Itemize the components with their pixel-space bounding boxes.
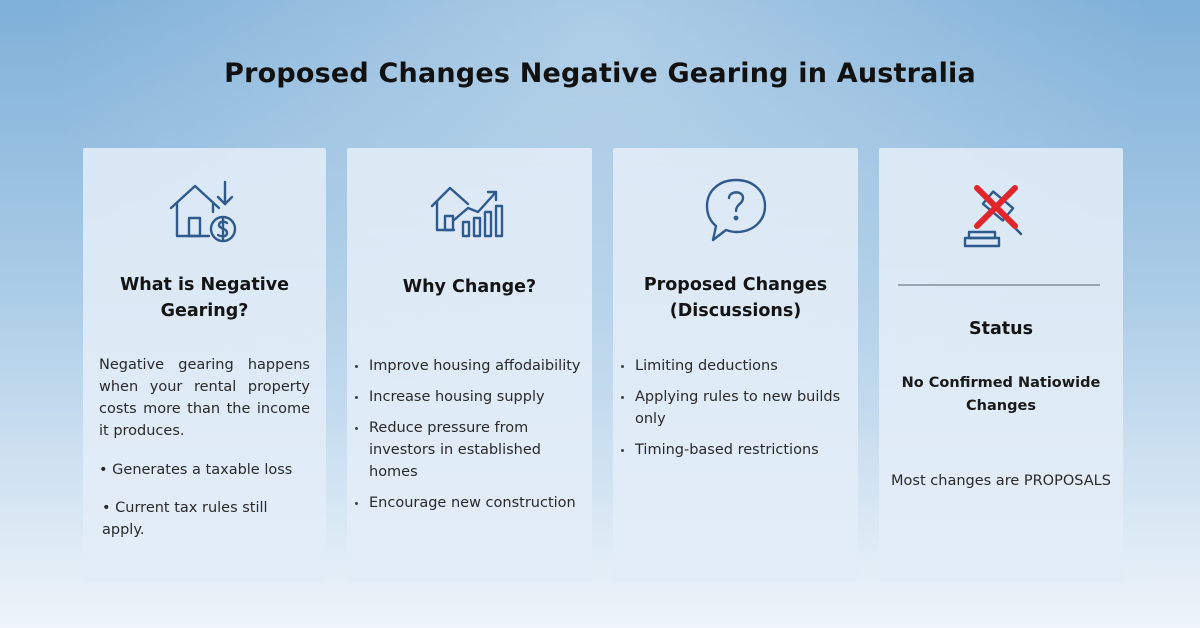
list-item: Improve housing affodaibility <box>355 355 586 377</box>
question-bubble-icon <box>613 176 858 246</box>
list-item: Applying rules to new builds only <box>621 386 852 430</box>
card-body: Negative gearing happens when your renta… <box>99 357 310 439</box>
card-status: Status No Confirmed Natiowide Changes Mo… <box>879 148 1123 581</box>
page-title: Proposed Changes Negative Gearing in Aus… <box>224 58 976 89</box>
list-item: • Generates a taxable loss <box>99 462 293 478</box>
list-item: • Current tax rules still apply. <box>102 500 268 538</box>
list-item: Limiting deductions <box>621 355 852 377</box>
list-item: Increase housing supply <box>355 386 586 408</box>
card-proposed-changes: Proposed Changes (Discussions) Limiting … <box>613 148 858 581</box>
gavel-crossed-icon <box>879 182 1123 252</box>
card-title: What is Negative Gearing? <box>119 275 290 321</box>
house-dollar-down-icon <box>83 178 326 248</box>
card-title: Why Change? <box>402 277 537 297</box>
list-item: Encourage new construction <box>355 492 586 514</box>
status-note: Most changes are PROPOSALS <box>891 473 1111 489</box>
bullet-list: Limiting deductions Applying rules to ne… <box>621 355 852 470</box>
status-subtitle: No Confirmed Natiowide Changes <box>901 375 1101 414</box>
list-item: Timing-based restrictions <box>621 439 852 461</box>
house-chart-up-icon <box>347 180 592 250</box>
bullet-list: Improve housing affodaibility Increase h… <box>355 355 586 523</box>
list-item: Reduce pressure from investors in establ… <box>355 417 586 483</box>
divider <box>898 284 1100 286</box>
card-title: Proposed Changes (Discussions) <box>643 275 828 321</box>
card-title: Status <box>968 319 1034 339</box>
card-why-change: Why Change? Improve housing affodaibilit… <box>347 148 592 581</box>
card-negative-gearing: What is Negative Gearing? Negative geari… <box>83 148 326 581</box>
